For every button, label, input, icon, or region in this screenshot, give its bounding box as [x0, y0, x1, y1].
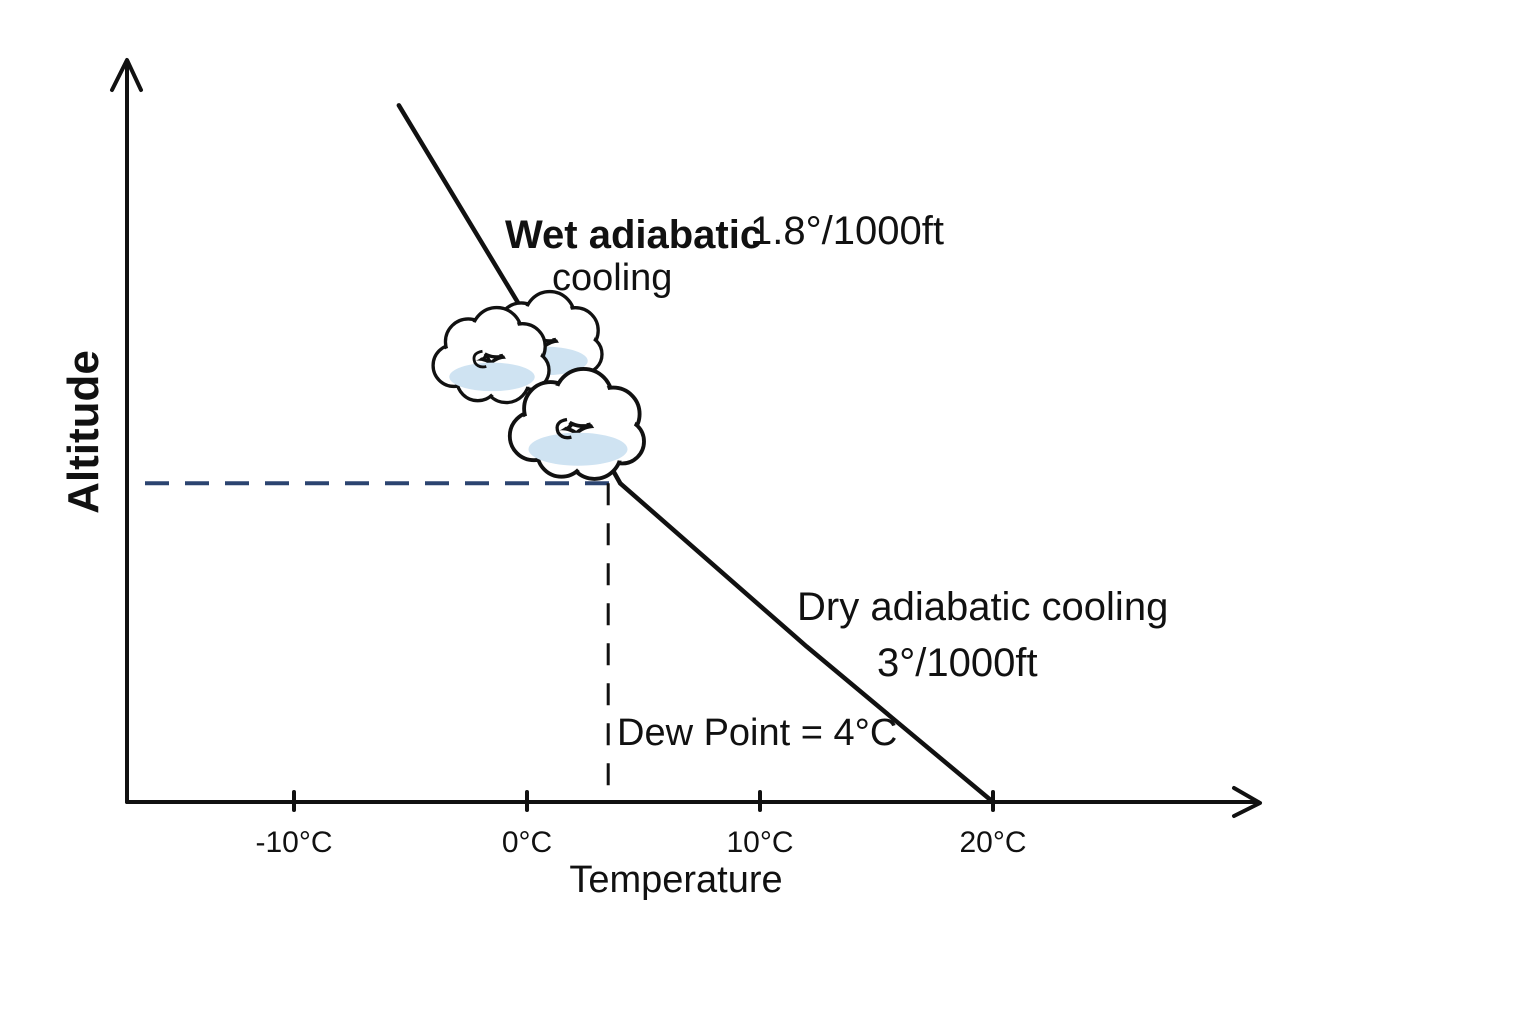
- x-tick-label: 0°C: [502, 826, 552, 859]
- dry-adiabatic-line: [617, 481, 996, 805]
- x-tick-label: 20°C: [959, 826, 1026, 859]
- dry-rate-label: 3°/1000ft: [877, 641, 1038, 685]
- x-tick-label: 10°C: [726, 826, 793, 859]
- dew-point-label: Dew Point = 4°C: [617, 712, 897, 754]
- cloud-lower: [507, 366, 646, 481]
- y-axis-arrow-icon: [110, 58, 143, 92]
- cloud-shade: [449, 362, 535, 392]
- cloud-upper-left: [431, 305, 551, 405]
- clouds: [431, 289, 646, 481]
- axes: [110, 58, 1262, 818]
- cloud-swirl: [472, 349, 487, 369]
- x-axis-label: Temperature: [569, 859, 782, 901]
- y-axis-label: Altitude: [59, 350, 108, 514]
- x-axis-arrow-icon: [1232, 786, 1262, 818]
- dry-label: Dry adiabatic cooling: [797, 585, 1168, 629]
- dew-point-guides: [145, 481, 613, 800]
- cloud-swirl: [555, 417, 572, 440]
- wet-label-line2: cooling: [552, 257, 672, 299]
- x-ticks: -10°C 0°C 10°C 20°C: [255, 790, 1027, 859]
- wet-rate-label: 1.8°/1000ft: [750, 209, 944, 253]
- cloud-shade: [528, 432, 628, 466]
- wet-label-line1: Wet adiabatic: [505, 213, 762, 257]
- x-tick-label: -10°C: [255, 826, 332, 859]
